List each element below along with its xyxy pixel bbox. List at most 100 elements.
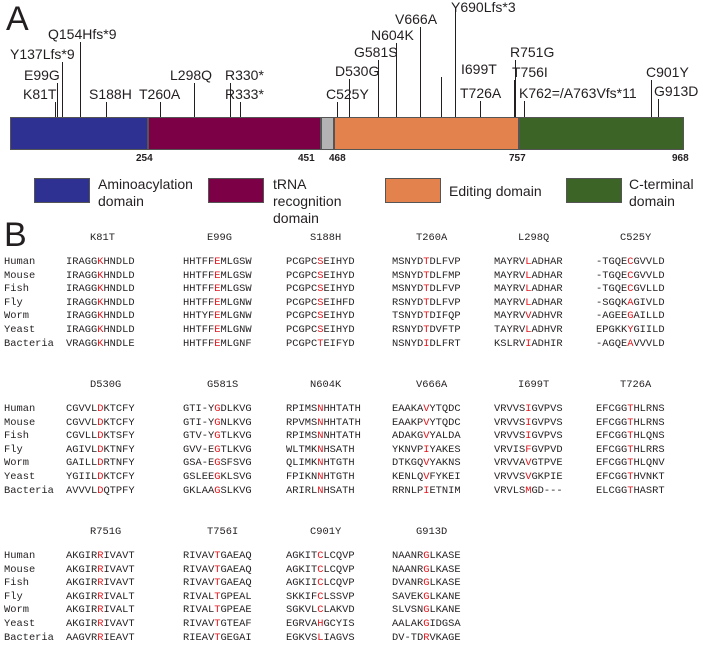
mutated-residue: N — [317, 484, 324, 497]
sequence-row: AGKIICLCQVP — [286, 577, 355, 590]
mutated-residue: T — [423, 310, 430, 323]
sequence-row: VRVVSIGVPVS — [494, 416, 563, 429]
mutated-residue: T — [317, 337, 324, 350]
mutated-residue: N — [317, 403, 324, 415]
mutated-residue: T — [423, 283, 430, 296]
sequence-row: VRAGGKHNDLE — [66, 337, 135, 350]
species-name: Human — [4, 256, 36, 268]
sequence-row: AKGIRRIVAVT — [66, 563, 135, 576]
mutated-residue: R — [97, 604, 104, 617]
mutated-residue: T — [423, 269, 430, 282]
mutated-residue: T — [214, 631, 221, 644]
sequence-row: VRVVAVGTPVE — [494, 457, 563, 470]
mutated-residue: I — [525, 416, 532, 429]
alignment-block: PCGPCSEIHYD PCGPCSEIHYD PCGPCSEIHYD PCGPCSE… — [286, 256, 355, 351]
sequence-row: SAVEKGLKANE — [392, 590, 461, 603]
sequence-row: PCGPCSEIHYD — [286, 310, 355, 323]
domain-bar-aminoacylation — [10, 117, 148, 150]
species-name: Fish — [4, 430, 29, 443]
mutated-residue: G — [423, 550, 430, 562]
domain-bar-trna-recognition — [148, 117, 321, 150]
alignment-title: R751G — [90, 526, 122, 538]
alignment-block: RIVAVTGAEAQ RIVAVTGAEAQ RIVAVTGAEAQ RIVALTG… — [183, 550, 252, 645]
sequence-row: EFCGGTHLRRS — [596, 443, 665, 456]
sequence-row: RIVAVTGAEAQ — [183, 563, 252, 576]
mutation-label: Y137Lfs*9 — [10, 46, 75, 62]
mutated-residue: S — [317, 323, 324, 336]
mutation-tick — [337, 102, 338, 117]
species-name: Yeast — [4, 323, 36, 336]
sequence-row: PCGPCSEIHYD — [286, 269, 355, 282]
mutated-residue: R — [97, 631, 104, 644]
alignment-title: G581S — [207, 379, 239, 391]
mutated-residue: D — [97, 457, 104, 470]
sequence-row: AKGIRRIVALT — [66, 590, 135, 603]
mutated-residue: L — [525, 283, 532, 296]
sequence-row: PCGPCSEIHFD — [286, 296, 355, 309]
alignment-title: K81T — [90, 232, 115, 244]
mutated-residue: S — [317, 256, 324, 268]
mutation-label: G581S — [354, 44, 398, 60]
mutation-label: C525Y — [326, 86, 369, 102]
mutated-residue: G — [423, 577, 430, 590]
sequence-row: AAGVRRIEAVT — [66, 631, 135, 644]
mutated-residue: G — [214, 484, 221, 497]
panel-a-label: A — [6, 0, 29, 38]
sequence-row: EAAKAVYTQDC — [392, 403, 461, 415]
mutated-residue: L — [525, 256, 532, 268]
sequence-row: DTKGQVYAKNS — [392, 457, 461, 470]
sequence-row: HHTFFEMLGNF — [183, 337, 252, 350]
alignment-title: N604K — [310, 379, 342, 391]
mutated-residue: V — [423, 470, 430, 483]
sequence-row: RIVAVTGAEAQ — [183, 577, 252, 590]
sequence-row: RIVALTGPEAE — [183, 604, 252, 617]
species-name: Bacteria — [4, 631, 54, 644]
sequence-row: RSNYDTDVFTP — [392, 323, 461, 336]
sequence-row: RSNYDTDLFVP — [392, 296, 461, 309]
alignment-block: HHTFFEMLGSW HHTFFEMLGSW HHTFFEMLGSW HHTFFEM… — [183, 256, 252, 351]
legend-swatch-trna-recognition — [208, 178, 264, 203]
mutated-residue: N — [317, 470, 324, 483]
mutation-tick — [524, 101, 525, 117]
mutated-residue: G — [423, 604, 430, 617]
sequence-row: AGKITCLCQVP — [286, 563, 355, 576]
mutated-residue: T — [627, 484, 634, 497]
mutated-residue: V — [525, 457, 532, 470]
mutated-residue: L — [525, 269, 532, 282]
mutation-tick — [396, 43, 397, 117]
mutated-residue: G — [423, 590, 430, 603]
mutated-residue: T — [423, 296, 430, 309]
sequence-row: EGKVSLIAGVS — [286, 631, 355, 644]
sequence-row: SLVSNGLKANE — [392, 604, 461, 617]
domain-bar-linker — [321, 117, 334, 150]
mutated-residue: G — [214, 430, 221, 443]
mutated-residue: G — [423, 563, 430, 576]
sequence-row: VRVVSVGKPIE — [494, 470, 563, 483]
sequence-row: RPVMSNHHTATH — [286, 416, 361, 429]
sequence-row: EPGKKYGIILD — [596, 323, 665, 336]
sequence-row: IRAGGKHNDLD — [66, 269, 135, 282]
mutation-tick — [349, 79, 350, 117]
sequence-row: HHTFFEMLGNW — [183, 323, 252, 336]
mutated-residue: K — [97, 283, 104, 296]
mutation-tick — [106, 102, 107, 117]
mutation-label: S188H — [89, 86, 132, 102]
mutated-residue: G — [423, 617, 430, 630]
species-name: Worm — [4, 604, 29, 617]
alignment-block: GTI-YGDLKVG GTI-YGNLKVG GTV-YGTLKVG GVV-EGT… — [183, 403, 252, 498]
mutated-residue: C — [627, 283, 634, 296]
mutated-residue: Y — [627, 323, 634, 336]
mutated-residue: V — [423, 430, 430, 443]
alignment-title: C525Y — [620, 232, 652, 244]
mutation-tick — [378, 60, 379, 117]
alignment-block: CGVVLDKTCFY CGVVLDKTCFY CGVLLDKTSFY AGIVLDK… — [66, 403, 135, 498]
sequence-row: EFCGGTHLRNS — [596, 403, 665, 415]
sequence-row: NAANRGLKASE — [392, 563, 461, 576]
mutated-residue: T — [627, 470, 634, 483]
alignment-title: V666A — [416, 379, 448, 391]
sequence-row: TAYRVLADHVR — [494, 323, 563, 336]
mutated-residue: D — [97, 443, 104, 456]
mutated-residue: G — [214, 443, 221, 456]
species-name: Mouse — [4, 416, 36, 429]
species-name: Worm — [4, 457, 29, 470]
